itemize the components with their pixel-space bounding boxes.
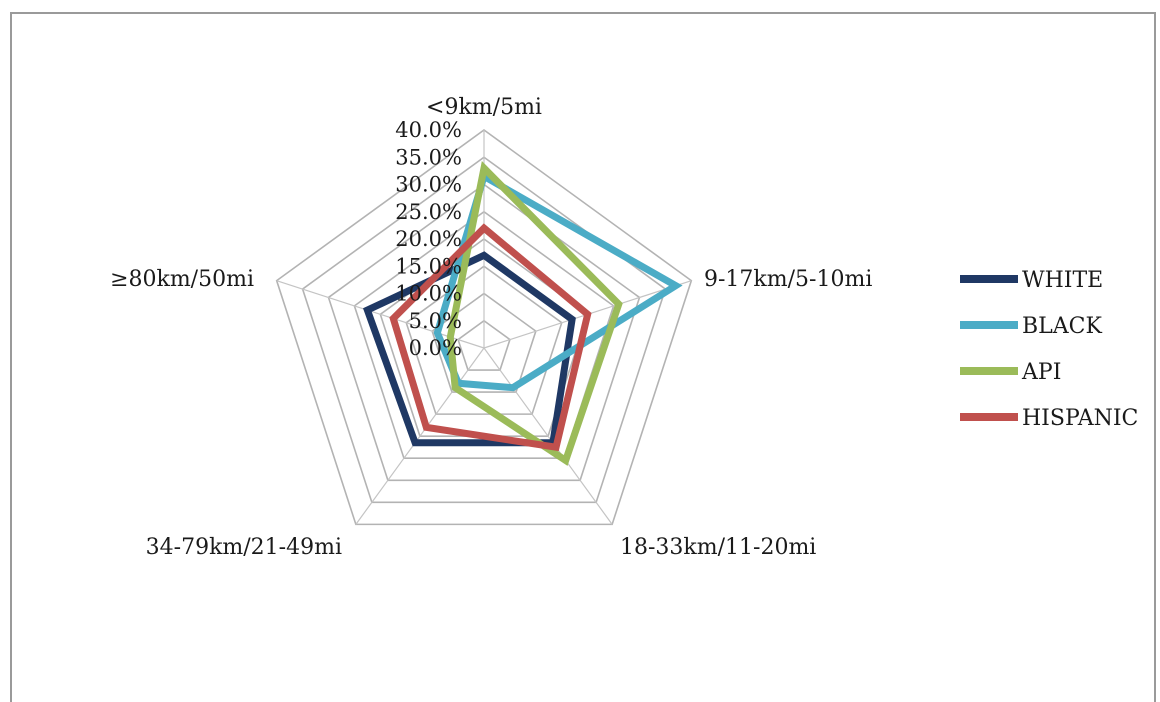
tick-label: 10.0% xyxy=(395,282,462,306)
grid-ring xyxy=(405,265,563,415)
series-layer xyxy=(363,161,683,466)
axis-label: <9km/5mi xyxy=(426,95,542,120)
grid-ring xyxy=(457,319,511,371)
grid-ring xyxy=(301,156,667,504)
tick-labels: 0.0% 5.0% 10.0% 15.0% 20.0% 25.0% 30.0% 35.0% 40… xyxy=(395,118,462,360)
tick-label: 0.0% xyxy=(409,336,462,360)
tick-label: 20.0% xyxy=(395,227,462,251)
grid-layer xyxy=(275,129,693,526)
tick-label: 15.0% xyxy=(395,254,462,278)
tick-label: 5.0% xyxy=(409,309,462,333)
axis-spoke xyxy=(483,347,613,525)
axis-label: ≥80km/50mi xyxy=(110,267,254,292)
legend-label: API xyxy=(1021,360,1061,385)
tick-label: 35.0% xyxy=(395,145,462,169)
axis-label: 18-33km/11-20mi xyxy=(620,535,816,560)
legend: WHITE BLACK API HISPANIC xyxy=(960,268,1138,431)
tick-label: 40.0% xyxy=(395,118,462,142)
series-line-hispanic xyxy=(389,223,592,452)
series-line-white xyxy=(363,251,576,447)
grid-ring xyxy=(353,210,615,460)
axis-label: 9-17km/5-10mi xyxy=(704,267,872,292)
legend-label: WHITE xyxy=(1022,268,1103,293)
legend-label: BLACK xyxy=(1022,314,1102,339)
series-line-black xyxy=(433,171,683,392)
grid-ring xyxy=(327,183,641,482)
legend-label: HISPANIC xyxy=(1022,406,1138,431)
tick-label: 25.0% xyxy=(395,200,462,224)
axis-label: 34-79km/21-49mi xyxy=(146,535,342,560)
tick-label: 30.0% xyxy=(395,173,462,197)
series-line-api xyxy=(446,161,623,466)
axis-spoke xyxy=(355,347,485,525)
chart-area: 0.0% 5.0% 10.0% 15.0% 20.0% 25.0% 30.0% 35.0% 40… xyxy=(10,12,1156,702)
grid-ring xyxy=(275,129,693,526)
radar-chart: 0.0% 5.0% 10.0% 15.0% 20.0% 25.0% 30.0% 35.0% 40… xyxy=(110,95,1138,560)
axis-labels: <9km/5mi 9-17km/5-10mi 18-33km/11-20mi 34-7… xyxy=(110,95,872,560)
